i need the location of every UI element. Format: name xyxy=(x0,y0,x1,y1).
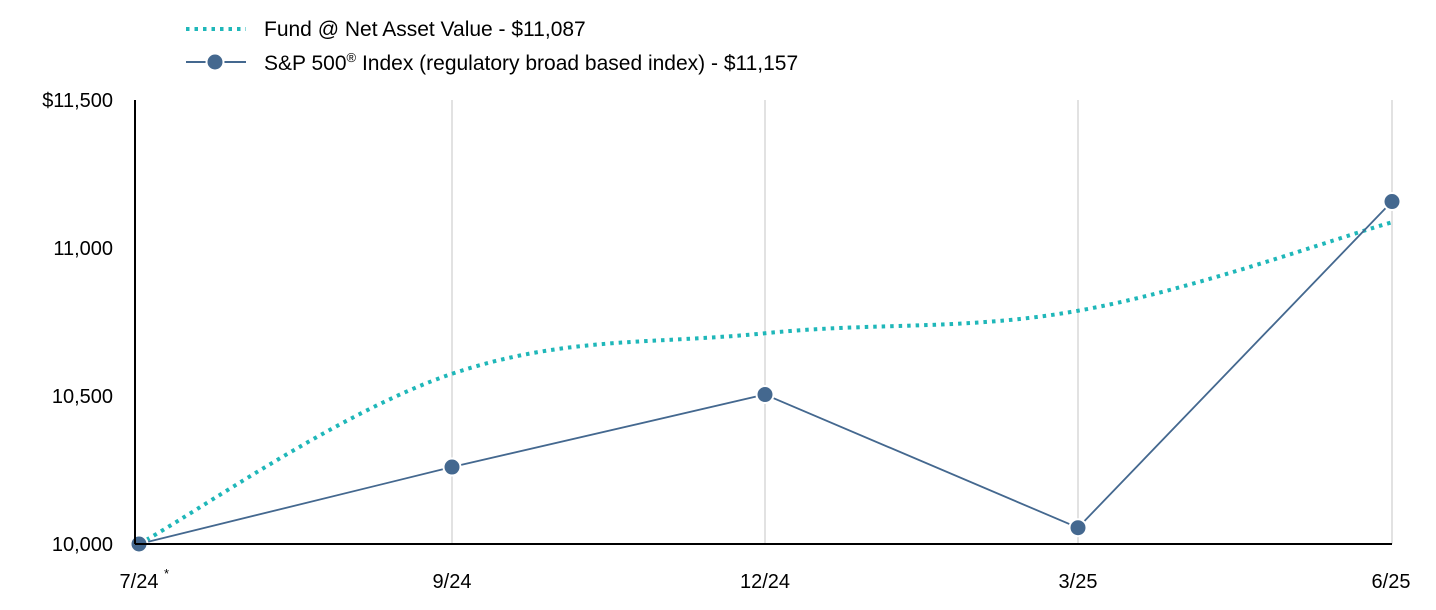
legend-label-fund: Fund @ Net Asset Value - $11,087 xyxy=(264,18,586,41)
x-tick-label: 9/24 xyxy=(433,571,472,593)
sp500-point-12-24 xyxy=(755,385,775,405)
sp500-point-9-24 xyxy=(442,457,462,477)
x-axis-tick-labels: 7/24 * 9/24 12/24 3/25 6/25 xyxy=(120,566,1411,593)
legend-item-sp500: S&P 500® Index (regulatory broad based i… xyxy=(186,50,798,75)
legend-marker-sp500 xyxy=(205,52,225,72)
series-layer xyxy=(129,192,1402,554)
x-tick-label: 6/25 xyxy=(1372,571,1411,593)
y-tick-label: 10,500 xyxy=(52,386,113,408)
sp500-point-6-25 xyxy=(1382,192,1402,212)
y-tick-label: 11,000 xyxy=(53,238,113,260)
x-tick-footnote-mark: * xyxy=(164,566,169,581)
y-tick-label: 10,000 xyxy=(52,534,113,556)
x-tick-label: 7/24 xyxy=(120,571,159,593)
legend-label-sp500-main: S&P 500 xyxy=(264,52,347,75)
legend: Fund @ Net Asset Value - $11,087 S&P 500… xyxy=(186,18,798,75)
legend-item-fund: Fund @ Net Asset Value - $11,087 xyxy=(186,18,586,41)
vertical-gridlines xyxy=(451,100,1393,544)
legend-label-sp500-rest: Index (regulatory broad based index) - $… xyxy=(356,52,798,75)
x-tick-label: 3/25 xyxy=(1059,571,1098,593)
y-axis-tick-labels: 10,000 10,500 11,000 $11,500 xyxy=(42,90,113,556)
series-1 xyxy=(129,192,1402,554)
legend-label-sp500: S&P 500® Index (regulatory broad based i… xyxy=(264,50,798,75)
sp500-point-3-25 xyxy=(1068,518,1088,538)
series-line-fund xyxy=(138,220,1393,546)
legend-label-sp500-mark: ® xyxy=(347,50,357,65)
series-0 xyxy=(138,220,1393,546)
y-tick-label: $11,500 xyxy=(42,90,113,112)
x-tick-label: 12/24 xyxy=(740,571,790,593)
